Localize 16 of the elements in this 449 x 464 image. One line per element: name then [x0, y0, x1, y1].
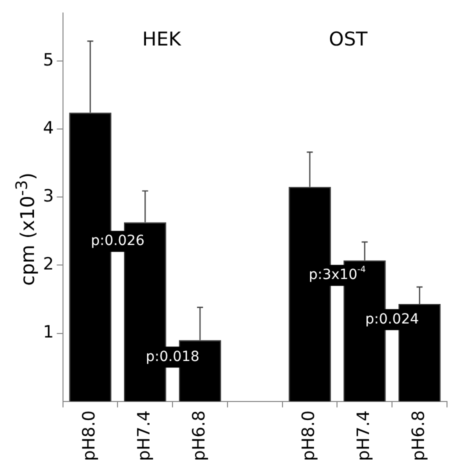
annotation: p:0.024: [365, 311, 420, 328]
y-tick-label: 3: [42, 186, 54, 206]
y-tick-label: 4: [42, 118, 54, 138]
annotation: p:0.018: [146, 348, 200, 365]
annotation: HEK: [142, 28, 182, 50]
x-tick-label: pH8.0: [80, 410, 100, 462]
annotation: OST: [328, 28, 368, 50]
x-tick-label: pH7.4: [134, 410, 155, 462]
y-tick-label: 2: [42, 254, 54, 275]
x-tick-label: pH7.4: [354, 410, 374, 462]
y-tick-label: 1: [42, 322, 54, 343]
x-tick-label: pH6.8: [189, 410, 210, 462]
y-tick-label: 5: [42, 50, 54, 70]
x-tick-label: pH6.8: [408, 410, 429, 462]
x-tick-label: pH8.0: [299, 410, 320, 462]
annotation: p:0.026: [90, 232, 145, 249]
